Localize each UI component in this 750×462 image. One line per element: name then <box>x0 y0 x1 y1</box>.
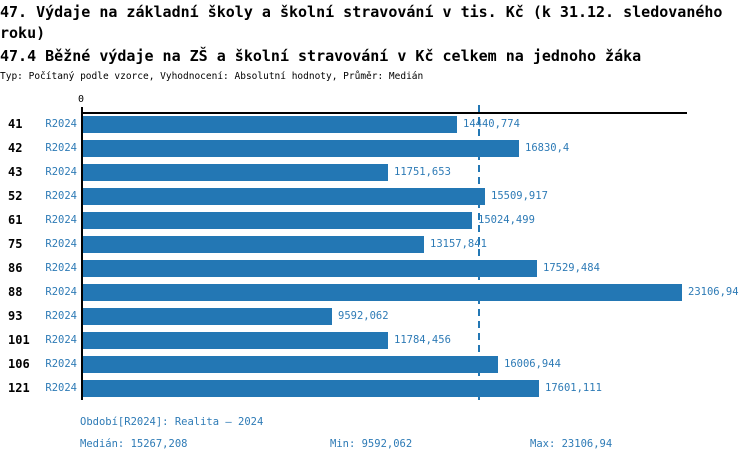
row-value-label: 15024,499 <box>478 214 535 226</box>
chart-row: 106 R2024 16006,944 <box>0 352 750 376</box>
x-axis-line <box>81 112 687 114</box>
row-bar <box>83 115 457 133</box>
row-series-label: R2024 <box>45 334 77 346</box>
period-label: Období[R2024]: Realita – 2024 <box>80 416 264 428</box>
row-series-label: R2024 <box>45 382 77 394</box>
row-value-label: 15509,917 <box>491 190 548 202</box>
report-header: 47. Výdaje na základní školy a školní st… <box>0 2 750 83</box>
row-value-label: 16006,944 <box>504 358 561 370</box>
row-value-label: 9592,062 <box>338 310 389 322</box>
median-reference-line <box>478 105 480 403</box>
chart-row: 93 R2024 9592,062 <box>0 304 750 328</box>
row-series-label: R2024 <box>45 310 77 322</box>
chart-row: 86 R2024 17529,484 <box>0 256 750 280</box>
bar-chart: 0 41 R2024 14440,774 42 R2024 16830,4 43 R2024 1… <box>0 94 750 410</box>
row-bar <box>83 307 332 325</box>
row-series-label: R2024 <box>45 358 77 370</box>
row-category-label: 101 <box>8 333 30 347</box>
row-category-label: 41 <box>8 117 23 131</box>
min-stat-label: Min: 9592,062 <box>330 438 413 450</box>
row-series-label: R2024 <box>45 142 77 154</box>
chart-row: 41 R2024 14440,774 <box>0 112 750 136</box>
max-stat-label: Max: 23106,94 <box>530 438 613 450</box>
row-value-label: 13157,841 <box>430 238 487 250</box>
row-bar <box>83 211 472 229</box>
row-category-label: 43 <box>8 165 23 179</box>
row-series-label: R2024 <box>45 286 77 298</box>
median-stat-label: Medián: 15267,208 <box>80 438 188 450</box>
row-value-label: 14440,774 <box>463 118 520 130</box>
row-bar <box>83 379 539 397</box>
row-category-label: 61 <box>8 213 23 227</box>
chart-rows: 41 R2024 14440,774 42 R2024 16830,4 43 R2024 117… <box>0 112 750 400</box>
chart-subtitle: 47.4 Běžné výdaje na ZŠ a školní stravov… <box>0 47 642 65</box>
row-series-label: R2024 <box>45 190 77 202</box>
row-value-label: 16830,4 <box>525 142 570 154</box>
chart-row: 42 R2024 16830,4 <box>0 136 750 160</box>
row-bar <box>83 331 388 349</box>
row-bar <box>83 139 519 157</box>
row-bar <box>83 355 498 373</box>
axis-zero-tick-label: 0 <box>77 94 85 105</box>
row-bar <box>83 235 424 253</box>
chart-row: 61 R2024 15024,499 <box>0 208 750 232</box>
row-bar <box>83 163 388 181</box>
row-series-label: R2024 <box>45 118 77 130</box>
chart-meta-line: Typ: Počítaný podle vzorce, Vyhodnocení:… <box>0 71 424 82</box>
row-category-label: 106 <box>8 357 30 371</box>
row-series-label: R2024 <box>45 262 77 274</box>
row-series-label: R2024 <box>45 238 77 250</box>
chart-row: 101 R2024 11784,456 <box>0 328 750 352</box>
row-series-label: R2024 <box>45 214 77 226</box>
row-bar <box>83 259 537 277</box>
y-axis-line <box>81 107 83 400</box>
row-value-label: 23106,94 <box>688 286 739 298</box>
chart-row: 75 R2024 13157,841 <box>0 232 750 256</box>
row-category-label: 52 <box>8 189 23 203</box>
row-bar <box>83 283 682 301</box>
chart-row: 52 R2024 15509,917 <box>0 184 750 208</box>
row-value-label: 17601,111 <box>545 382 602 394</box>
row-category-label: 42 <box>8 141 23 155</box>
row-value-label: 17529,484 <box>543 262 600 274</box>
row-value-label: 11751,653 <box>394 166 451 178</box>
page-title: 47. Výdaje na základní školy a školní st… <box>0 3 723 42</box>
row-category-label: 121 <box>8 381 30 395</box>
chart-row: 88 R2024 23106,94 <box>0 280 750 304</box>
row-category-label: 88 <box>8 285 23 299</box>
row-category-label: 86 <box>8 261 23 275</box>
chart-row: 43 R2024 11751,653 <box>0 160 750 184</box>
chart-row: 121 R2024 17601,111 <box>0 376 750 400</box>
row-category-label: 75 <box>8 237 23 251</box>
row-series-label: R2024 <box>45 166 77 178</box>
row-category-label: 93 <box>8 309 23 323</box>
row-bar <box>83 187 485 205</box>
row-value-label: 11784,456 <box>394 334 451 346</box>
